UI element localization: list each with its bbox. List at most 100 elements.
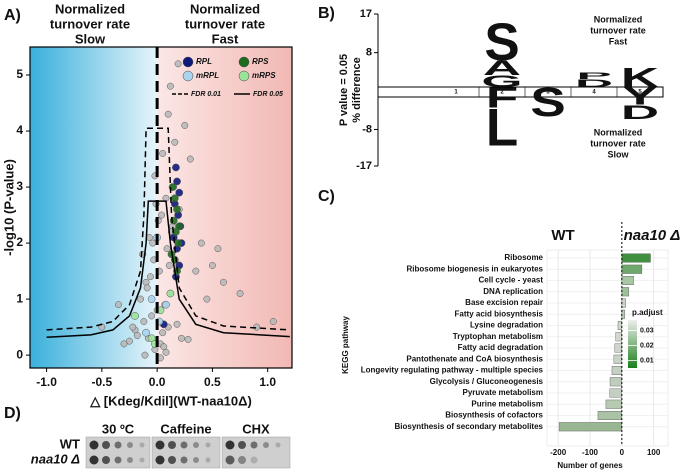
yeast-spot xyxy=(139,442,145,448)
region-annotation: Normalized xyxy=(190,1,260,16)
category-label: Biosynthesis of cofactors xyxy=(445,411,543,420)
y-tick-label: 1 xyxy=(16,291,23,305)
data-point xyxy=(129,323,137,331)
region-annotation: turnover rate xyxy=(50,16,130,31)
logo-letter: F xyxy=(486,82,518,114)
bar xyxy=(614,343,623,353)
data-point xyxy=(175,222,184,231)
yeast-spot xyxy=(168,456,176,464)
x-tick-label: -0.5 xyxy=(92,375,113,389)
y-tick-label: -17 xyxy=(356,160,372,172)
data-point xyxy=(236,290,244,297)
y-tick-label: 3 xyxy=(16,179,23,193)
data-point xyxy=(203,295,211,303)
data-point xyxy=(140,318,148,325)
yeast-spot xyxy=(180,441,188,449)
data-point xyxy=(159,329,167,337)
condition-label: CHX xyxy=(242,421,270,436)
data-point xyxy=(172,163,180,172)
logo-letter: S xyxy=(484,13,519,72)
logo-letter: P xyxy=(576,71,611,82)
bar xyxy=(609,388,623,398)
data-point xyxy=(170,194,179,203)
yeast-spot xyxy=(89,455,99,465)
yeast-spot xyxy=(102,441,110,449)
bar xyxy=(609,377,623,387)
panel-label: D) xyxy=(4,405,21,422)
logo-letter: L xyxy=(486,99,518,158)
group-label: WT xyxy=(551,227,574,244)
y-tick-label: -8 xyxy=(362,123,372,135)
data-point xyxy=(208,262,216,269)
colorbar-tick-label: 0.03 xyxy=(640,327,654,334)
logo-letter: A xyxy=(483,56,521,79)
position-label: 4 xyxy=(592,90,596,96)
bar xyxy=(597,411,623,421)
category-label: Pyruvate metabolism xyxy=(463,388,543,397)
y-axis-label: P value = 0.05 xyxy=(338,54,350,126)
category-label: DNA replication xyxy=(483,287,543,296)
panel-label: B) xyxy=(318,5,335,22)
bar xyxy=(613,354,623,364)
legend-label: RPS xyxy=(252,57,269,66)
data-point xyxy=(178,334,185,342)
data-point xyxy=(269,318,277,325)
yeast-spot xyxy=(139,457,145,463)
x-tick-label: -200 xyxy=(550,448,567,457)
legend-label: FDR 0.01 xyxy=(191,91,221,98)
bar xyxy=(605,399,623,409)
data-point xyxy=(149,239,157,247)
yeast-spot xyxy=(263,442,269,448)
y-tick-label: 0 xyxy=(16,347,23,361)
yeast-spot xyxy=(205,442,211,448)
category-label: Ribosome xyxy=(504,253,543,262)
yeast-spot xyxy=(127,457,133,463)
yeast-spot xyxy=(155,455,165,465)
region-annotation: turnover rate xyxy=(590,25,646,35)
logo-letter: D xyxy=(575,77,613,90)
y-axis-label: % difference xyxy=(351,57,363,122)
data-point xyxy=(147,334,156,343)
bar xyxy=(621,253,651,263)
bar xyxy=(621,287,630,297)
y-tick-label: 5 xyxy=(16,67,23,81)
legend-label: mRPL xyxy=(196,71,219,80)
plot-frame xyxy=(29,46,293,369)
y-tick-label: 17 xyxy=(360,8,372,20)
strain-label: WT xyxy=(60,436,80,451)
bar xyxy=(621,264,643,274)
data-point xyxy=(147,273,154,281)
data-point xyxy=(133,332,141,339)
data-point xyxy=(171,138,179,146)
yeast-spot xyxy=(225,440,235,450)
data-point xyxy=(126,337,133,345)
region-annotation: Normalized xyxy=(594,127,643,137)
region-annotation: turnover rate xyxy=(590,138,646,148)
yeast-spot xyxy=(180,456,188,464)
yeast-spot xyxy=(275,442,281,448)
yeast-spot xyxy=(102,456,110,464)
y-tick-label: 8 xyxy=(366,47,372,59)
legend-marker xyxy=(238,56,250,68)
condition-label: Caffeine xyxy=(160,421,211,436)
colorbar-title: p.adjust xyxy=(632,308,663,317)
category-label: Pantothenate and CoA biosynthesis xyxy=(406,354,543,363)
condition-label: 30 ºC xyxy=(102,421,135,436)
category-label: Fatty acid biosynthesis xyxy=(455,309,544,318)
data-point xyxy=(163,245,171,253)
data-point xyxy=(174,239,182,247)
data-point xyxy=(166,82,174,90)
data-point xyxy=(114,301,122,309)
data-point xyxy=(162,348,170,356)
data-point xyxy=(131,312,139,320)
bar xyxy=(611,366,623,376)
logo-letter: K xyxy=(621,62,660,93)
colorbar-tick-label: 0.01 xyxy=(640,357,654,364)
data-point xyxy=(197,239,205,247)
data-point xyxy=(220,278,227,286)
region-annotation: Fast xyxy=(212,31,239,46)
x-tick-label: 0.0 xyxy=(149,375,166,389)
